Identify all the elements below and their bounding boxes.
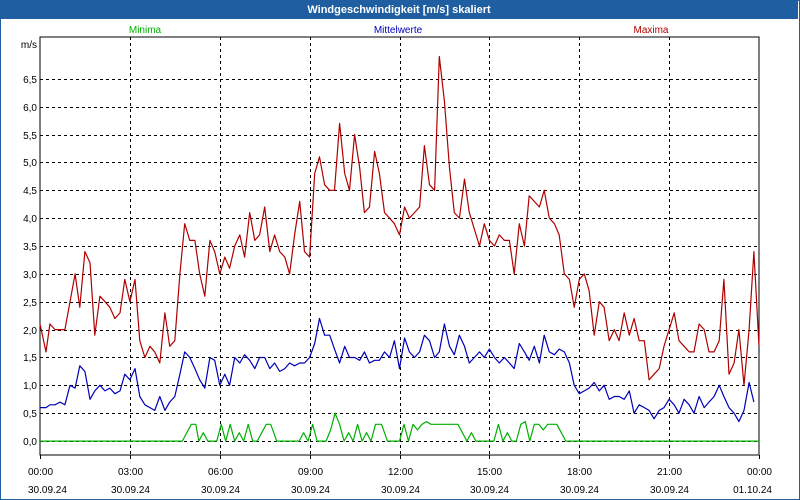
x-tick-date: 30.09.24 <box>470 485 509 496</box>
x-tick-time: 18:00 <box>567 467 592 478</box>
y-tick-label: 0,0 <box>23 437 37 448</box>
x-tick-time: 00:00 <box>747 467 772 478</box>
y-tick-label: 0,5 <box>23 409 37 420</box>
x-tick-date: 30.09.24 <box>650 485 689 496</box>
window-title: Windgeschwindigkeit [m/s] skaliert <box>307 3 491 16</box>
series-mittelwerte-line <box>40 317 755 423</box>
y-tick-label: 6,5 <box>23 75 37 86</box>
x-tick-time: 03:00 <box>118 467 143 478</box>
x-tick-date: 01.10.24 <box>733 485 772 496</box>
y-tick-label: 4,0 <box>23 214 37 225</box>
x-tick-time: 21:00 <box>657 467 682 478</box>
legend-maxima: Maxima <box>633 25 668 36</box>
y-tick-label: 1,5 <box>23 353 37 364</box>
y-tick-label: 2,0 <box>23 326 37 337</box>
x-tick-time: 15:00 <box>477 467 502 478</box>
plot-frame <box>39 36 760 456</box>
y-tick-label: 6,0 <box>23 103 37 114</box>
series-minima-line <box>40 412 759 442</box>
x-tick-time: 00:00 <box>28 467 53 478</box>
legend-minima: Minima <box>129 25 162 36</box>
x-tick-date: 30.09.24 <box>28 485 67 496</box>
x-tick-time: 12:00 <box>388 467 413 478</box>
y-tick-label: 3,5 <box>23 242 37 253</box>
y-tick-label: 5,0 <box>23 158 37 169</box>
y-tick-label: 5,5 <box>23 131 37 142</box>
legend-mittelwerte: Mittelwerte <box>374 25 423 36</box>
y-axis-unit: m/s <box>21 40 37 51</box>
x-tick-date: 30.09.24 <box>381 485 420 496</box>
y-tick-label: 3,0 <box>23 270 37 281</box>
x-tick-date: 30.09.24 <box>111 485 150 496</box>
title-bar: Windgeschwindigkeit [m/s] skaliert <box>0 0 798 19</box>
x-tick-date: 30.09.24 <box>560 485 599 496</box>
series-maxima-line <box>39 55 760 386</box>
x-tick-date: 30.09.24 <box>291 485 330 496</box>
y-tick-label: 1,0 <box>23 381 37 392</box>
y-tick-label: 2,5 <box>23 298 37 309</box>
x-tick-time: 09:00 <box>298 467 323 478</box>
x-tick-time: 06:00 <box>208 467 233 478</box>
x-tick-date: 30.09.24 <box>201 485 240 496</box>
y-tick-label: 4,5 <box>23 186 37 197</box>
